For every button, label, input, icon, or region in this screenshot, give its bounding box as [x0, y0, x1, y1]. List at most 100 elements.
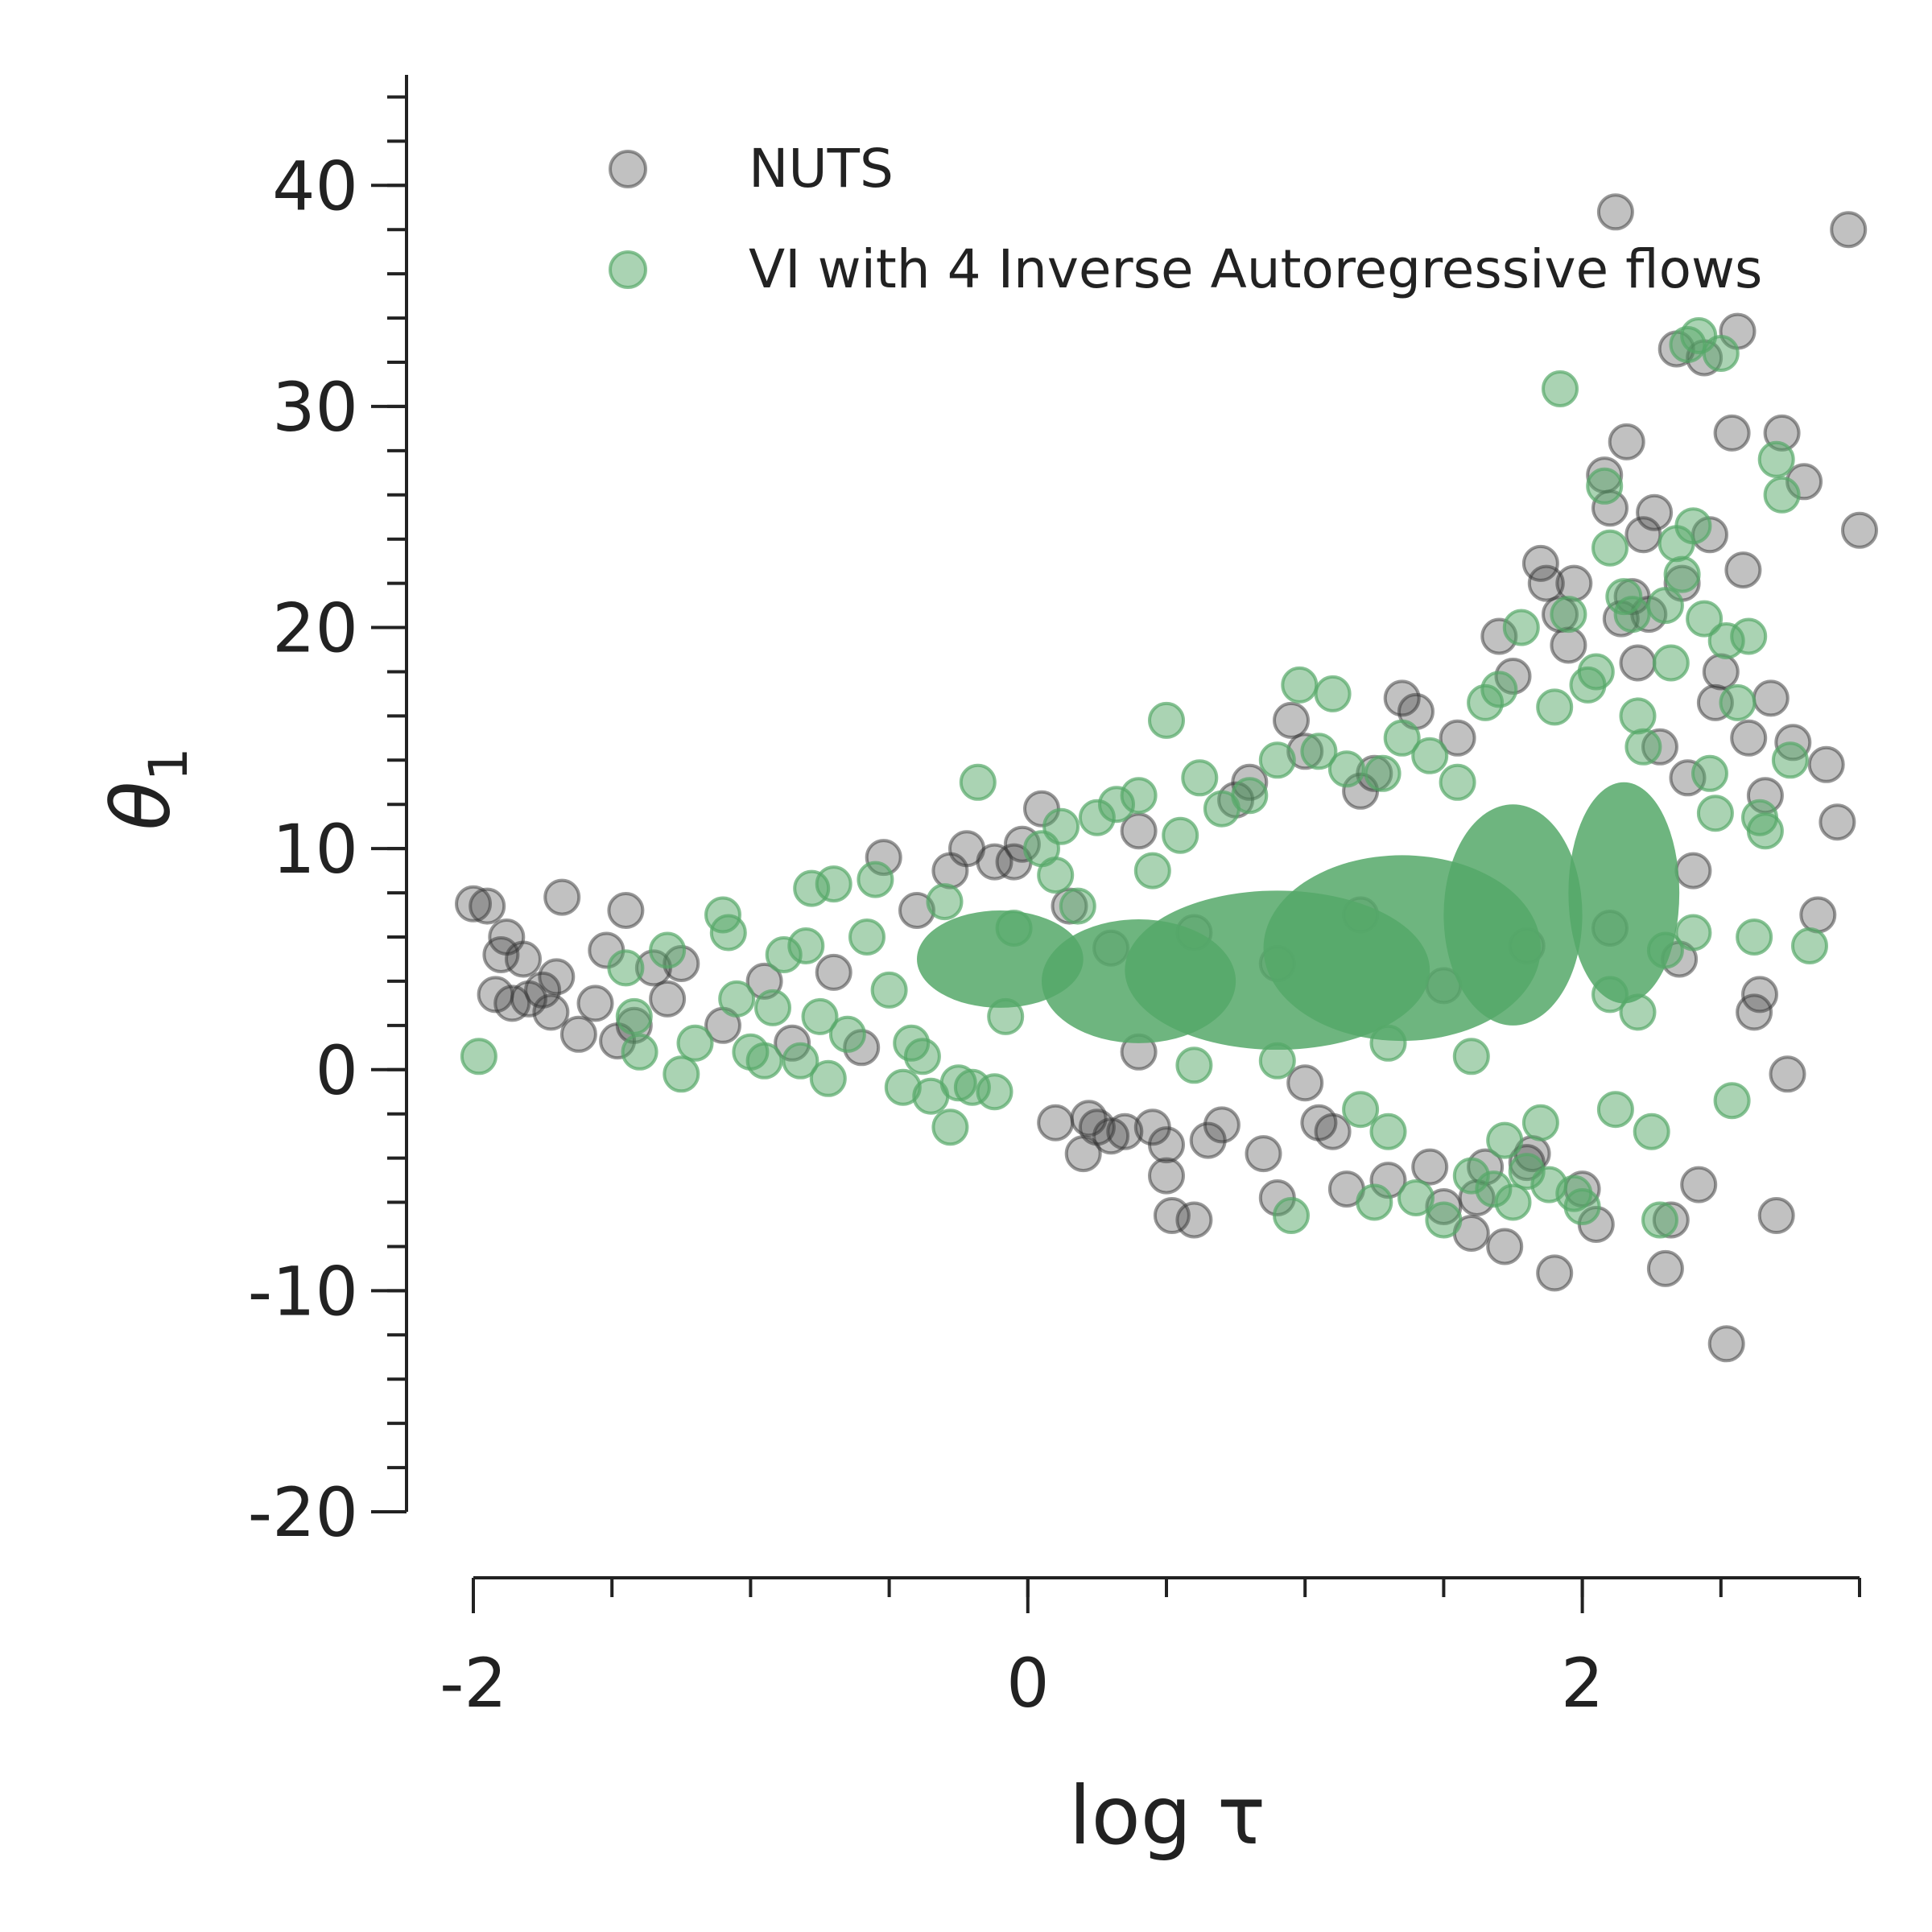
scatter-point: [543, 878, 581, 916]
scatter-point: [1757, 440, 1795, 478]
scatter-point: [1364, 754, 1402, 792]
scatter-point: [1646, 1249, 1684, 1287]
scatter-point: [1231, 777, 1269, 815]
scatter-point: [1327, 750, 1365, 788]
x-tick-label: -2: [440, 1644, 507, 1723]
scatter-point: [532, 993, 570, 1031]
scatter-point: [460, 1038, 497, 1075]
scatter-point: [1314, 675, 1352, 712]
marks-layer: [455, 193, 1878, 1363]
scatter-point: [1624, 728, 1662, 766]
scatter-point: [1550, 596, 1587, 634]
legend-marker-vi: [609, 250, 647, 289]
scatter-point: [1674, 852, 1712, 890]
scatter-point: [1713, 414, 1751, 452]
scatter-point: [976, 1073, 1013, 1111]
scatter-point: [538, 958, 576, 996]
scatter-point: [1619, 644, 1657, 682]
scatter-point: [709, 914, 747, 952]
series-1: [460, 317, 1828, 1239]
scatter-point: [1536, 688, 1574, 726]
scatter-point: [649, 980, 687, 1018]
y-tick-label: 20: [272, 589, 358, 668]
scatter-point: [1542, 370, 1579, 407]
scatter-point: [1771, 741, 1809, 779]
scatter-point: [976, 843, 1013, 881]
scatter-point: [1663, 555, 1701, 593]
scatter-point: [1652, 644, 1690, 682]
scatter-point: [1480, 671, 1518, 708]
scatter-point: [1619, 697, 1657, 735]
scatter-point: [801, 997, 839, 1035]
scatter-point: [1037, 1104, 1075, 1141]
scatter-point: [1757, 1197, 1795, 1234]
scatter-point: [1383, 679, 1421, 717]
scatter-point: [1133, 852, 1171, 890]
scatter-point: [469, 887, 506, 925]
scatter-point: [1369, 1113, 1407, 1150]
scatter-point: [1486, 1228, 1524, 1265]
scatter-point: [576, 985, 614, 1022]
scatter-point: [1596, 1091, 1634, 1129]
scatter-point: [1633, 1113, 1670, 1150]
scatter-point: [607, 949, 645, 987]
scatter-point: [1674, 914, 1712, 952]
scatter-point: [1383, 719, 1421, 757]
scatter-point: [1502, 609, 1540, 646]
scatter-point: [1059, 887, 1096, 925]
scatter-point: [1120, 777, 1158, 815]
scatter-point: [1555, 564, 1593, 602]
y-axis-label: θ1: [94, 747, 200, 830]
y-tick-label: -10: [248, 1252, 358, 1331]
scatter-point: [1624, 516, 1662, 554]
scatter-point: [1586, 467, 1624, 505]
scatter-point: [1577, 653, 1615, 691]
scatter-point: [857, 861, 894, 898]
scatter-point: [607, 892, 645, 929]
scatter-point: [1791, 927, 1828, 964]
scatter-point: [1148, 701, 1185, 739]
scatter-point: [1752, 679, 1790, 717]
scatter-point: [1707, 1325, 1745, 1363]
scatter-point: [959, 763, 997, 801]
scatter-point: [1696, 795, 1734, 832]
dense-cluster: [917, 910, 1084, 1008]
scatter-point: [1550, 626, 1587, 664]
scatter-point: [505, 940, 542, 978]
scatter-point: [1494, 1183, 1532, 1221]
scatter-point: [1841, 511, 1878, 549]
scatter-point: [1641, 1201, 1678, 1239]
scatter-point: [1608, 423, 1645, 460]
y-tick-label: 40: [272, 147, 358, 225]
scatter-point: [1646, 587, 1684, 625]
scatter-point: [649, 931, 687, 969]
scatter-point: [1563, 1188, 1601, 1225]
scatter-point: [1736, 919, 1773, 956]
scatter-point: [1769, 1055, 1806, 1093]
scatter-point: [1281, 666, 1319, 704]
scatter-point: [1636, 493, 1674, 531]
scatter-point: [1153, 1197, 1191, 1234]
scatter-point: [1741, 976, 1778, 1013]
scatter-point: [1818, 803, 1856, 841]
scatter-point: [663, 1055, 700, 1093]
scatter-point: [1092, 1117, 1130, 1155]
scatter-point: [1245, 1135, 1282, 1173]
scatter-point: [615, 997, 653, 1035]
scatter-point: [621, 1033, 658, 1071]
x-tick-label: 0: [1006, 1644, 1049, 1723]
scatter-point: [1273, 701, 1310, 739]
dense-cluster: [1568, 782, 1680, 1004]
scatter-point: [524, 971, 562, 1009]
x-axis-label: log τ: [1069, 1769, 1265, 1863]
scatter-point: [1527, 564, 1565, 602]
scatter-point: [559, 1015, 597, 1053]
scatter-point: [1746, 812, 1784, 850]
scatter-point: [815, 865, 852, 903]
scatter-point: [482, 936, 520, 973]
scatter-point: [1724, 551, 1762, 589]
scatter-point: [1452, 1038, 1490, 1075]
dense-cluster: [1042, 919, 1236, 1043]
scatter-point: [455, 885, 492, 923]
scatter-point: [1691, 754, 1728, 792]
